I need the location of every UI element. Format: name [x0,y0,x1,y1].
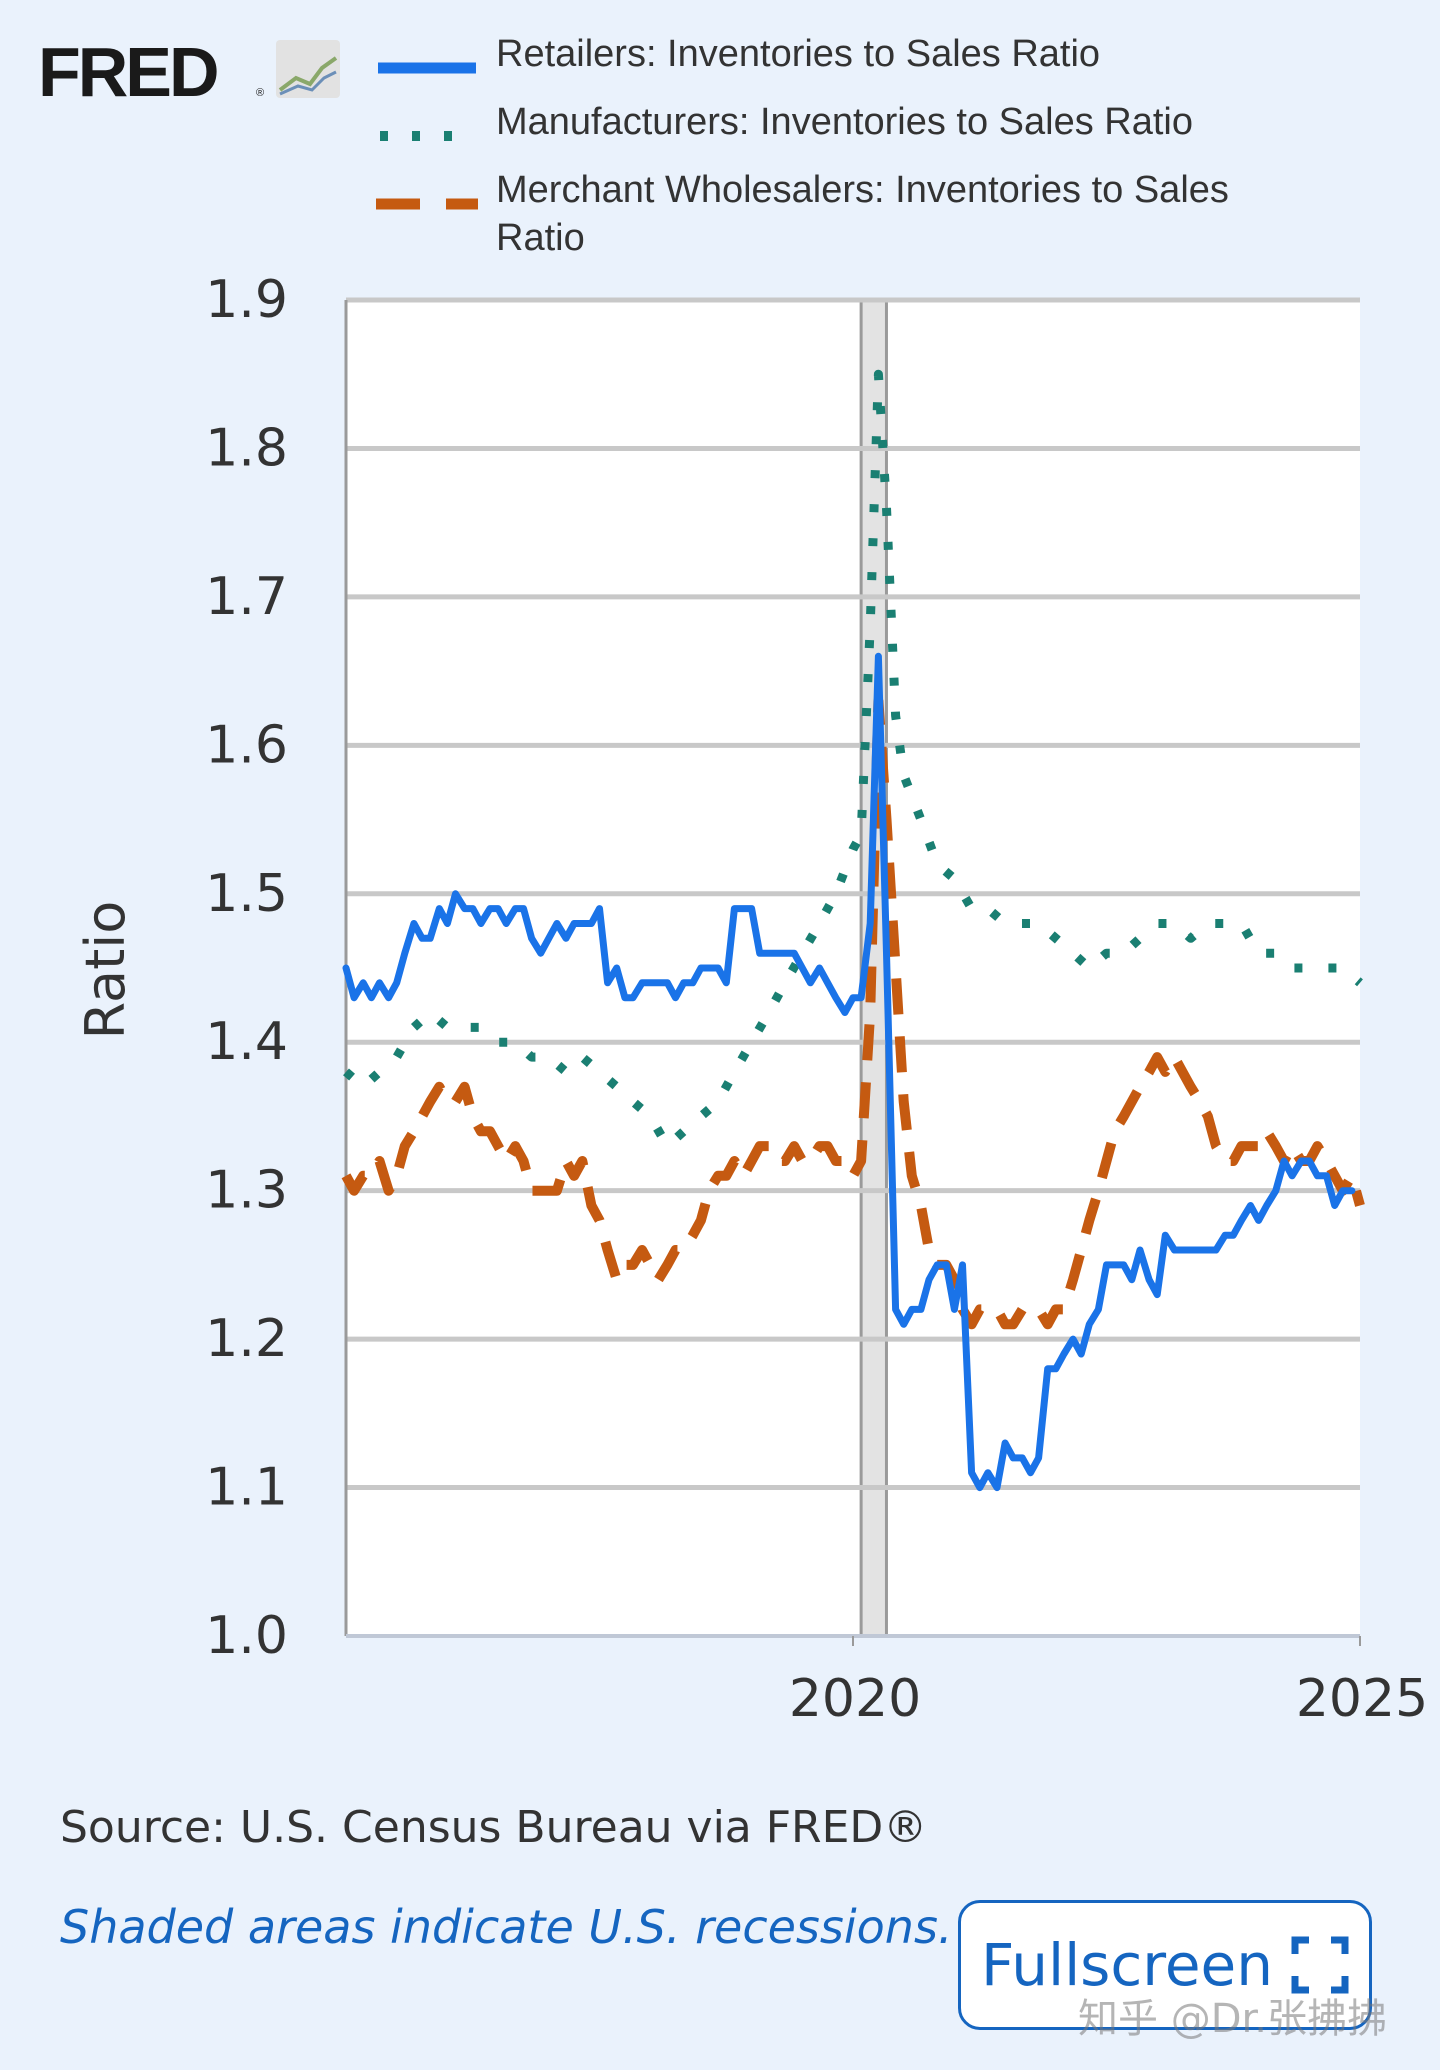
fred-logo-text: FRED [38,33,217,111]
y-tick-label: 1.8 [205,418,288,478]
plot-area [346,300,1360,1636]
y-tick-label: 1.1 [205,1458,288,1518]
y-tick-label: 1.6 [205,715,288,775]
y-tick-label: 1.2 [205,1309,288,1369]
series [341,369,1365,1492]
x-tick-labels: 2020 2025 [789,1636,1428,1729]
y-axis-label: Ratio [74,901,137,1040]
y-tick-label: 1.3 [205,1161,288,1221]
y-tick-label: 1.5 [205,864,288,924]
fred-logo-registered: ® [256,87,264,99]
fullscreen-button[interactable]: Fullscreen [958,1900,1372,2030]
legend-item-wholesalers: Merchant Wholesalers: Inventories to Sal… [376,169,1239,259]
legend: Retailers: Inventories to Sales Ratio Ma… [376,33,1239,259]
legend-item-manufacturers: Manufacturers: Inventories to Sales Rati… [380,101,1193,143]
legend-label-wholesalers: Merchant Wholesalers: Inventories to Sal… [496,169,1239,259]
legend-label-retailers: Retailers: Inventories to Sales Ratio [496,33,1100,75]
y-tick-label: 1.4 [205,1012,288,1072]
fred-logo[interactable]: FRED ® [38,33,340,111]
series-line-wholesalers [341,695,1365,1330]
y-tick-label: 1.0 [205,1606,288,1666]
y-tick-label: 1.7 [205,567,288,627]
line-chart-icon [276,40,340,98]
gridlines [346,297,1360,1491]
x-tick-label: 2020 [789,1669,921,1729]
y-tick-labels: 1.0 1.1 1.2 1.3 1.4 1.5 1.6 1.7 1.8 1.9 [205,270,288,1666]
legend-label-manufacturers: Manufacturers: Inventories to Sales Rati… [496,101,1193,143]
legend-item-retailers: Retailers: Inventories to Sales Ratio [378,33,1100,75]
recession-note: Shaded areas indicate U.S. recessions. [60,1900,953,1954]
y-tick-label: 1.9 [205,270,288,330]
x-tick-label: 2025 [1296,1669,1428,1729]
fullscreen-icon [1291,1936,1349,1994]
fullscreen-label: Fullscreen [981,1931,1273,1999]
series-line-retailers [342,652,1356,1492]
source-note: Source: U.S. Census Bureau via FRED® [60,1802,928,1853]
chart: FRED ® Retailers: Inventories to Sales R… [38,33,1428,1729]
